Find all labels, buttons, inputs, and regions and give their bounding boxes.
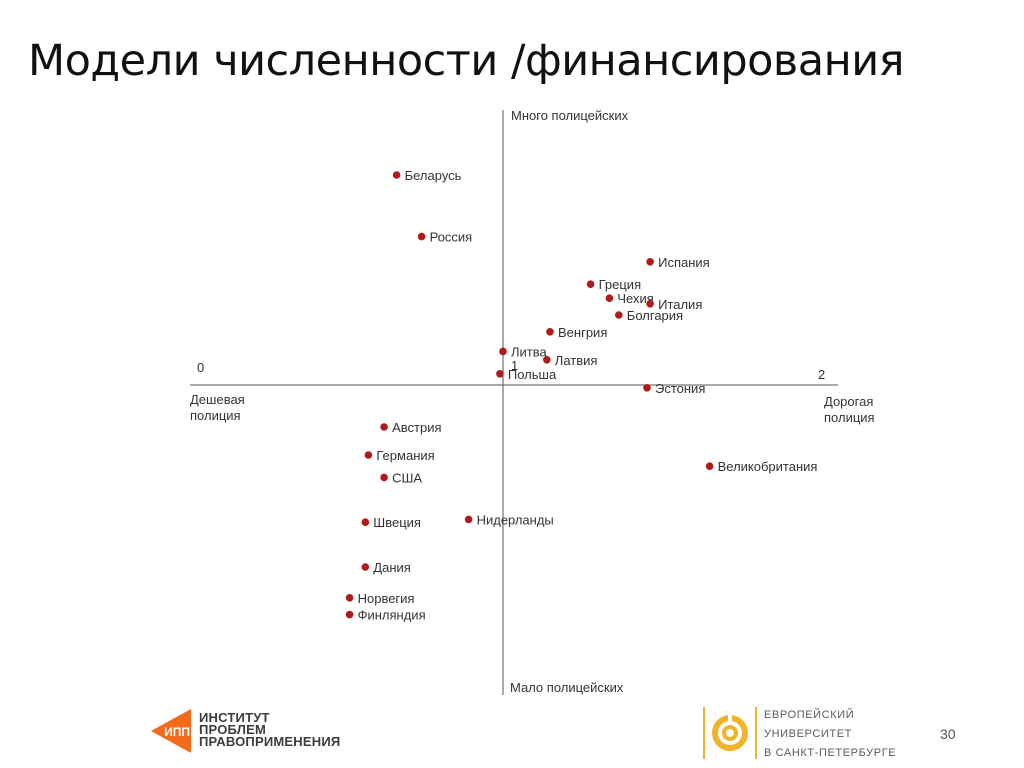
data-point [586,280,595,289]
data-point [380,423,388,431]
eusp-logo: ЕВРОПЕЙСКИЙ УНИВЕРСИТЕТ В САНКТ-ПЕТЕРБУР… [700,703,960,763]
data-point [499,347,507,356]
data-point [643,384,651,392]
eusp-name-line3: В САНКТ-ПЕТЕРБУРГЕ [764,747,897,759]
data-point [345,594,354,602]
x-axis-end-label: 2 [818,367,825,382]
ipp-name-line3: ПРАВОПРИМЕНЕНИЯ [199,734,341,749]
data-point [543,356,551,364]
x-axis-right-label-line1: Дорогая [824,394,873,409]
y-axis-bottom-label: Мало полицейских [510,680,624,695]
y-axis-top-label: Много полицейских [511,108,629,123]
point-label: Великобритания [718,459,818,474]
ipp-name-line1: ИНСТИТУТ [199,710,270,725]
point-label: Швеция [373,515,421,530]
point-label: Латвия [555,353,598,368]
eusp-name-line2: УНИВЕРСИТЕТ [764,728,852,740]
data-point [417,232,426,241]
data-point [646,300,654,308]
data-point [345,610,354,619]
page-number: 30 [940,726,956,742]
point-label: Греция [599,277,642,292]
point-label: США [392,470,422,485]
point-label: Норвегия [358,591,415,606]
eusp-emblem [703,707,757,759]
ipp-name: ИНСТИТУТ ПРОБЛЕМ ПРАВОПРИМЕНЕНИЯ [199,710,341,749]
slide-title: Модели численности /финансирования [28,36,905,86]
point-label: Литва [511,344,548,359]
point-label: Нидерланды [477,512,554,527]
ipp-emblem-text: ИПП [164,725,190,739]
data-point [546,328,554,336]
ipp-logo: ИПП ИНСТИТУТ ПРОБЛЕМ ПРАВОПРИМЕНЕНИЯ [147,705,377,757]
ipp-emblem: ИПП [151,709,191,753]
point-label: Венгрия [558,325,607,340]
data-point [605,294,614,303]
point-label: Чехия [617,291,653,306]
data-point [646,258,654,266]
eusp-name: ЕВРОПЕЙСКИЙ УНИВЕРСИТЕТ В САНКТ-ПЕТЕРБУР… [764,706,896,763]
point-label: Беларусь [405,168,462,183]
data-point [705,462,714,471]
point-label: Болгария [627,308,683,323]
point-label: Италия [658,297,702,312]
point-label: Польша [508,367,557,382]
data-point [615,311,623,319]
point-label: Германия [376,448,434,463]
x-axis-left-label-line1: Дешевая [190,392,245,407]
data-point [392,171,401,179]
point-label: Россия [430,230,473,245]
x-axis-center-label: 1 [511,358,518,373]
point-label: Дания [373,560,411,575]
point-label: Эстония [655,381,705,396]
data-point [361,518,370,526]
scatter-chart: Много полицейских Мало полицейских 0 2 1… [190,108,875,695]
point-label: Испания [658,255,710,270]
data-point [496,370,504,378]
eusp-name-line1: ЕВРОПЕЙСКИЙ [764,709,855,721]
data-point [364,451,373,459]
x-axis-left-label-line2: полиция [190,408,241,423]
ipp-name-line2: ПРОБЛЕМ [199,722,266,737]
point-label: Финляндия [358,608,426,623]
x-axis-start-label: 0 [197,360,204,375]
data-point [464,515,473,524]
point-label: Австрия [392,420,441,435]
data-point [361,563,370,571]
x-axis-right-label-line2: полиция [824,410,875,425]
data-point [380,473,388,482]
